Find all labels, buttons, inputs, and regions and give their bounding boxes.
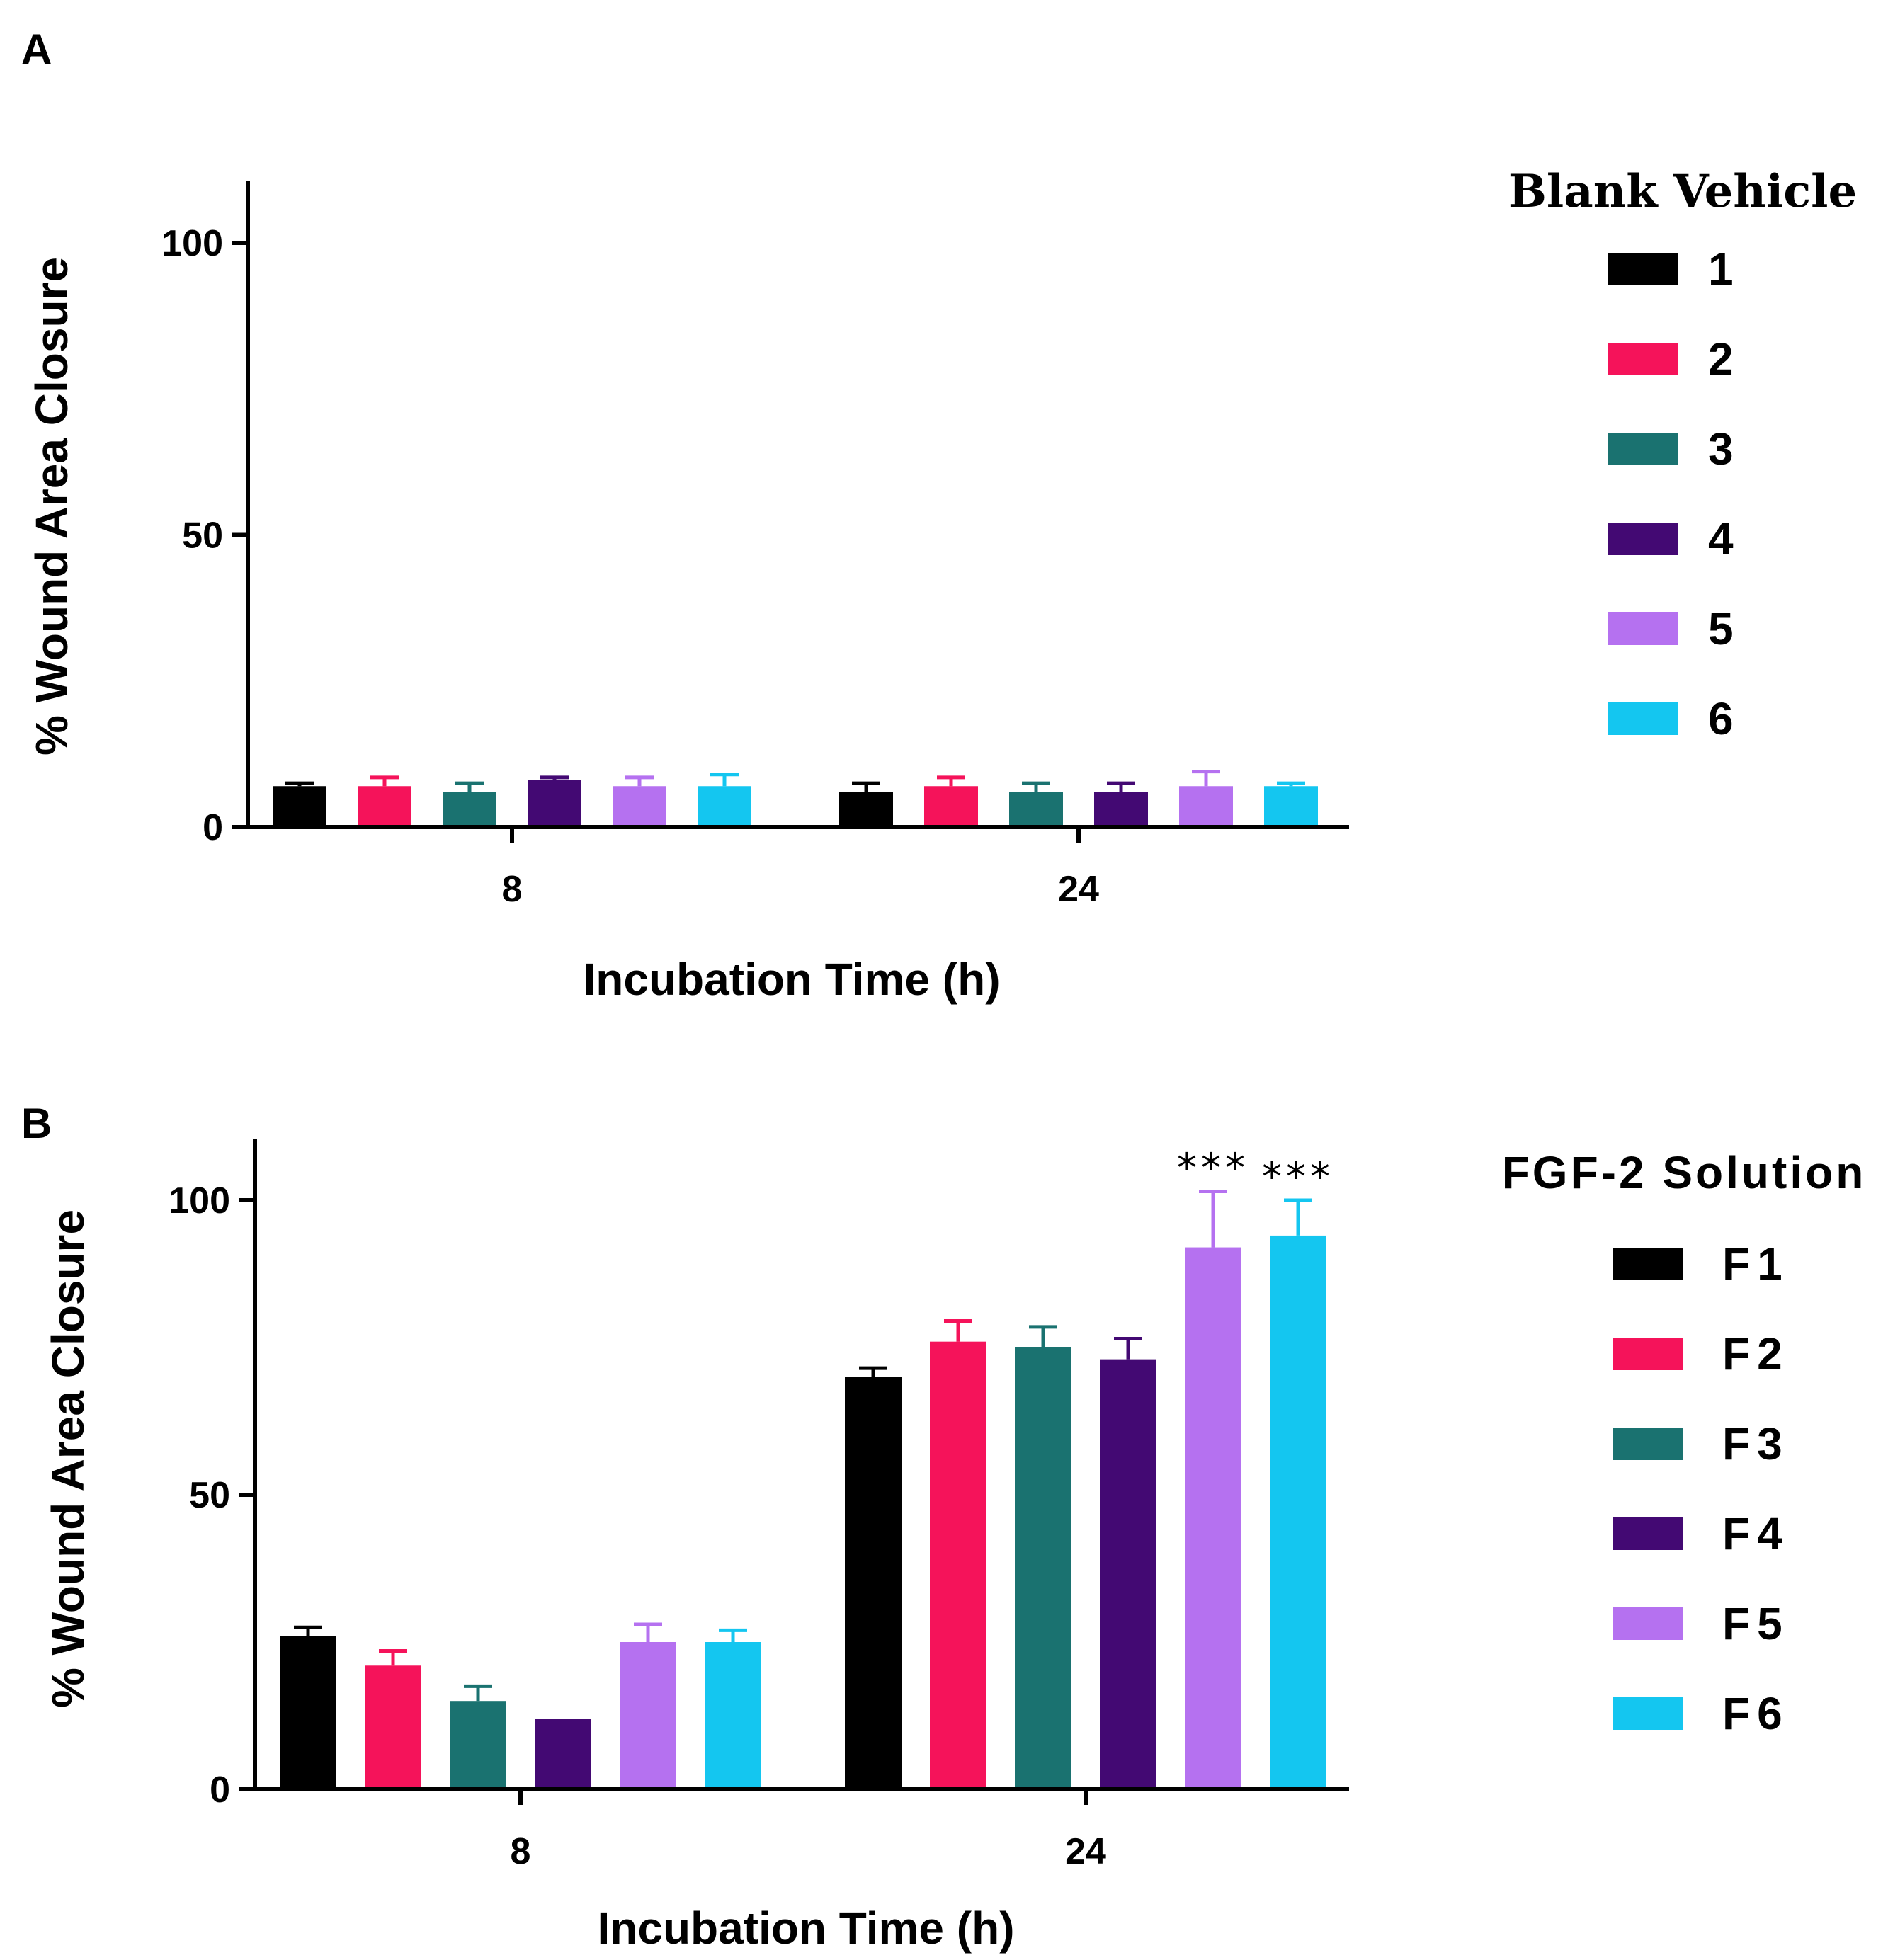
panel-label: A xyxy=(21,25,52,73)
x-tick-label: 24 xyxy=(1065,1831,1106,1872)
legend-swatch xyxy=(1608,612,1678,645)
y-tick-label: 0 xyxy=(210,1770,230,1811)
legend-swatch xyxy=(1608,433,1678,465)
y-tick-label: 100 xyxy=(161,223,223,264)
panel-label: B xyxy=(21,1100,52,1147)
legend-label: 6 xyxy=(1708,693,1734,744)
bar xyxy=(1100,1359,1156,1789)
legend-swatch xyxy=(1613,1697,1683,1730)
y-axis-title: % Wound Area Closure xyxy=(26,257,77,756)
legend-label: F6 xyxy=(1722,1688,1790,1739)
bar xyxy=(698,786,751,827)
bar xyxy=(930,1341,986,1789)
legend-swatch xyxy=(1613,1428,1683,1460)
bar xyxy=(839,792,893,827)
legend-title: FGF-2 Solution xyxy=(1502,1147,1867,1198)
legend-label: F5 xyxy=(1722,1598,1790,1649)
legend-label: F2 xyxy=(1722,1328,1790,1379)
bar xyxy=(1015,1348,1071,1789)
legend-swatch xyxy=(1613,1607,1683,1640)
bar xyxy=(924,786,978,827)
legend: FGF-2 Solution F1 F2 F3 F4 F5 F6 xyxy=(1502,1147,1867,1739)
y-tick-label: 0 xyxy=(203,807,223,848)
legend-swatch xyxy=(1608,343,1678,375)
bar xyxy=(1270,1235,1326,1789)
legend-label: 3 xyxy=(1708,423,1734,474)
x-tick-label: 8 xyxy=(511,1831,531,1872)
legend-label: 4 xyxy=(1708,513,1734,564)
bar xyxy=(450,1701,506,1789)
bar xyxy=(443,792,496,827)
bar xyxy=(273,786,326,827)
significance-marker: *** xyxy=(1177,1146,1249,1192)
bar xyxy=(535,1719,591,1789)
y-tick-label: 100 xyxy=(169,1180,230,1221)
legend-swatch xyxy=(1608,702,1678,735)
legend-label: F1 xyxy=(1722,1238,1790,1289)
legend-swatch xyxy=(1608,253,1678,285)
x-tick-label: 24 xyxy=(1058,869,1099,910)
bar xyxy=(1009,792,1063,827)
x-axis-title: Incubation Time (h) xyxy=(597,1903,1014,1954)
legend-swatch xyxy=(1613,1517,1683,1550)
bar xyxy=(358,786,411,827)
y-axis-title: % Wound Area Closure xyxy=(42,1209,93,1708)
bar xyxy=(365,1665,421,1789)
significance-marker: *** xyxy=(1262,1154,1334,1200)
legend: Blank Vehicle 1 2 3 4 5 6 xyxy=(1508,165,1857,744)
bar xyxy=(845,1377,902,1789)
bar xyxy=(1185,1247,1241,1789)
bar xyxy=(620,1642,676,1789)
legend-label: F4 xyxy=(1722,1508,1790,1559)
bar xyxy=(528,780,581,827)
legend-label: F3 xyxy=(1722,1418,1790,1469)
legend-label: 5 xyxy=(1708,603,1734,654)
y-tick-label: 50 xyxy=(189,1475,230,1516)
x-axis-title: Incubation Time (h) xyxy=(583,954,1000,1005)
y-tick-label: 50 xyxy=(182,515,223,557)
bar xyxy=(613,786,666,827)
bar xyxy=(280,1636,336,1789)
legend-swatch xyxy=(1613,1248,1683,1280)
legend-label: 1 xyxy=(1708,244,1734,295)
bar xyxy=(1264,786,1318,827)
legend-swatch xyxy=(1608,523,1678,555)
legend-title: Blank Vehicle xyxy=(1508,165,1857,218)
x-tick-label: 8 xyxy=(502,869,523,910)
bar xyxy=(1179,786,1233,827)
legend-label: 2 xyxy=(1708,334,1734,384)
bar xyxy=(705,1642,761,1789)
legend-swatch xyxy=(1613,1338,1683,1370)
panel-b: B *** *** 0 50 100 8 24 Incubation Time (h) % Wou… xyxy=(21,1100,1867,1954)
bar xyxy=(1094,792,1148,827)
